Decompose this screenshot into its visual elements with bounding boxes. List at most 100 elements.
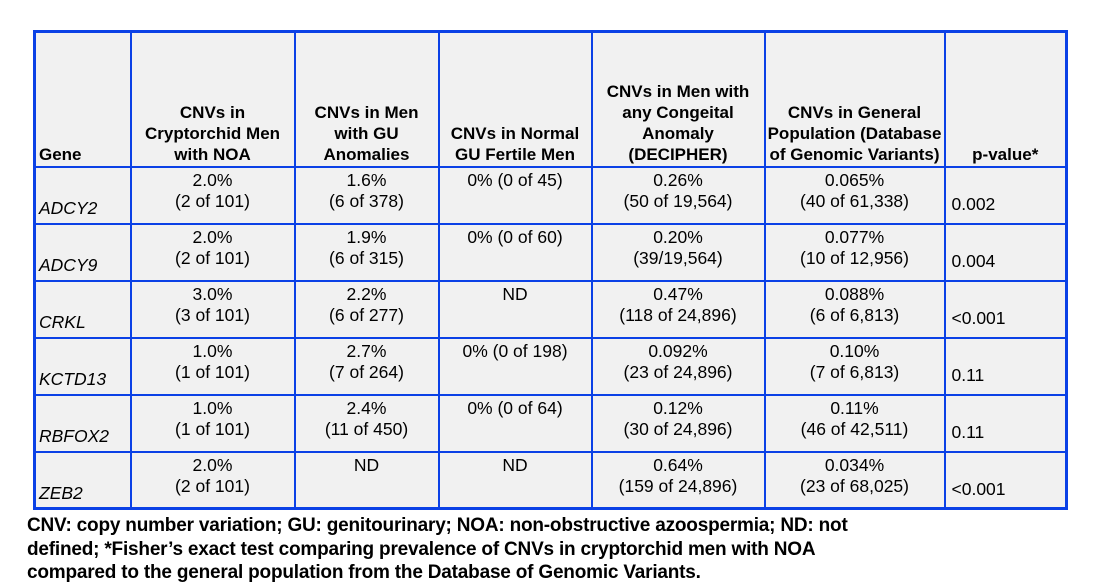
cell-dgv: 0.077% (10 of 12,956): [763, 222, 946, 282]
table-row-rbfox2: RBFOX2 1.0% (1 of 101) 2.4% (11 of 450) …: [33, 393, 1068, 453]
cell-count: (2 of 101): [175, 476, 250, 496]
cell-fertile: ND: [437, 450, 593, 510]
cell-percent: 0.11%: [830, 397, 879, 418]
cell-count: (2 of 101): [175, 191, 250, 211]
cell-percent: 0% (0 of 45): [467, 169, 563, 190]
footnote-line-3: compared to the general population from …: [27, 562, 701, 582]
cell-dgv: 0.088% (6 of 6,813): [763, 279, 946, 339]
cell-percent: 0% (0 of 64): [467, 397, 563, 418]
cell-fertile: 0% (0 of 64): [437, 393, 593, 453]
cell-percent: 0.092%: [648, 340, 708, 361]
header-decipher: CNVs in Men with any Congeital Anomaly (…: [590, 30, 766, 168]
cell-count: (39/19,564): [633, 248, 723, 268]
cell-cryptorchid: 2.0% (2 of 101): [129, 222, 296, 282]
cell-count: (50 of 19,564): [623, 191, 733, 211]
cell-percent: 0% (0 of 198): [462, 340, 568, 361]
cell-decipher: 0.64% (159 of 24,896): [590, 450, 766, 510]
cell-count: (6 of 277): [329, 305, 404, 325]
cell-percent: 0.20%: [653, 226, 703, 247]
cell-percent: 2.0%: [192, 454, 233, 475]
cell-count: (159 of 24,896): [618, 476, 738, 496]
cell-count: (40 of 61,338): [800, 191, 909, 211]
cell-count: (10 of 12,956): [800, 248, 909, 268]
cell-p-value: 0.004: [943, 222, 1068, 282]
cell-percent: 0.034%: [824, 454, 885, 475]
cell-cryptorchid: 2.0% (2 of 101): [129, 450, 296, 510]
cnv-prevalence-table-wrap: Gene CNVs in Cryptorchid Men with NOA CN…: [33, 30, 1100, 510]
cell-p-value: <0.001: [943, 450, 1068, 510]
cell-count: (23 of 68,025): [800, 476, 909, 496]
cell-cryptorchid: 1.0% (1 of 101): [129, 336, 296, 396]
gene-cell: ZEB2: [33, 450, 132, 510]
cell-cryptorchid: 3.0% (3 of 101): [129, 279, 296, 339]
cell-percent: 0% (0 of 60): [467, 226, 563, 247]
cell-decipher: 0.20% (39/19,564): [590, 222, 766, 282]
cell-percent: 0.065%: [824, 169, 885, 190]
gene-cell: KCTD13: [33, 336, 132, 396]
cell-percent: 0.10%: [829, 340, 880, 361]
cell-percent: 0.088%: [824, 283, 885, 304]
cell-percent: 1.6%: [346, 169, 387, 190]
cell-dgv: 0.10% (7 of 6,813): [763, 336, 946, 396]
cell-gu-anomalies: 1.6% (6 of 378): [293, 165, 440, 225]
cell-percent: 0.077%: [824, 226, 885, 247]
cell-percent: ND: [502, 283, 528, 304]
cell-p-value: 0.11: [943, 336, 1068, 396]
cell-fertile: ND: [437, 279, 593, 339]
gene-cell: CRKL: [33, 279, 132, 339]
cell-decipher: 0.47% (118 of 24,896): [590, 279, 766, 339]
cell-p-value: 0.11: [943, 393, 1068, 453]
cell-percent: 0.12%: [653, 397, 703, 418]
cell-p-value: <0.001: [943, 279, 1068, 339]
cell-count: (6 of 315): [329, 248, 404, 268]
cell-fertile: 0% (0 of 60): [437, 222, 593, 282]
cell-count: (46 of 42,511): [800, 419, 909, 439]
cell-percent: 2.2%: [346, 283, 387, 304]
cell-percent: 2.0%: [192, 226, 233, 247]
cell-dgv: 0.11% (46 of 42,511): [763, 393, 946, 453]
cell-percent: ND: [502, 454, 528, 475]
footnote-line-1: CNV: copy number variation; GU: genitour…: [27, 515, 848, 536]
cell-gu-anomalies: 2.7% (7 of 264): [293, 336, 440, 396]
cell-count: (1 of 101): [175, 362, 250, 382]
cell-cryptorchid: 2.0% (2 of 101): [129, 165, 296, 225]
cell-dgv: 0.065% (40 of 61,338): [763, 165, 946, 225]
cell-count: (1 of 101): [175, 419, 250, 439]
table-row-adcy9: ADCY9 2.0% (2 of 101) 1.9% (6 of 315) 0%…: [33, 222, 1068, 282]
footnote-line-2: defined; *Fisher’s exact test comparing …: [27, 538, 816, 560]
cell-count: (6 of 6,813): [809, 305, 900, 325]
cell-percent: 0.47%: [653, 283, 703, 304]
cell-cryptorchid: 1.0% (1 of 101): [129, 393, 296, 453]
cell-count: (30 of 24,896): [623, 419, 733, 439]
cell-percent: 1.0%: [192, 397, 233, 418]
table-row-kctd13: KCTD13 1.0% (1 of 101) 2.7% (7 of 264) 0…: [33, 336, 1068, 396]
cell-percent: 3.0%: [192, 283, 233, 304]
cell-count: (3 of 101): [175, 305, 250, 325]
table-row-zeb2: ZEB2 2.0% (2 of 101) ND ND 0.64% (159 of…: [33, 450, 1068, 510]
cell-percent: 2.0%: [192, 169, 233, 190]
table-footnote: CNV: copy number variation; GU: genitour…: [27, 514, 1100, 582]
cnv-prevalence-table: Gene CNVs in Cryptorchid Men with NOA CN…: [33, 30, 1068, 510]
cell-gu-anomalies: 2.2% (6 of 277): [293, 279, 440, 339]
cell-fertile: 0% (0 of 198): [437, 336, 593, 396]
cell-count: (7 of 264): [329, 362, 404, 382]
header-p-value: p-value*: [943, 30, 1068, 168]
cell-decipher: 0.12% (30 of 24,896): [590, 393, 766, 453]
header-gene: Gene: [33, 30, 132, 168]
cell-p-value: 0.002: [943, 165, 1068, 225]
cell-count: (7 of 6,813): [809, 362, 900, 382]
cell-decipher: 0.092% (23 of 24,896): [590, 336, 766, 396]
cell-count: (118 of 24,896): [619, 305, 737, 325]
cell-gu-anomalies: 2.4% (11 of 450): [293, 393, 440, 453]
cell-count: (6 of 378): [329, 191, 404, 211]
header-normal-gu-fertile: CNVs in Normal GU Fertile Men: [437, 30, 593, 168]
gene-cell: RBFOX2: [33, 393, 132, 453]
table-row-adcy2: ADCY2 2.0% (2 of 101) 1.6% (6 of 378) 0%…: [33, 165, 1068, 225]
table-row-crkl: CRKL 3.0% (3 of 101) 2.2% (6 of 277) ND …: [33, 279, 1068, 339]
header-dgv: CNVs in General Population (Database of …: [763, 30, 946, 168]
cell-count: (2 of 101): [175, 248, 250, 268]
gene-cell: ADCY9: [33, 222, 132, 282]
header-cryptorchid-noa: CNVs in Cryptorchid Men with NOA: [129, 30, 296, 168]
cell-gu-anomalies: 1.9% (6 of 315): [293, 222, 440, 282]
cell-percent: 1.0%: [192, 340, 233, 361]
